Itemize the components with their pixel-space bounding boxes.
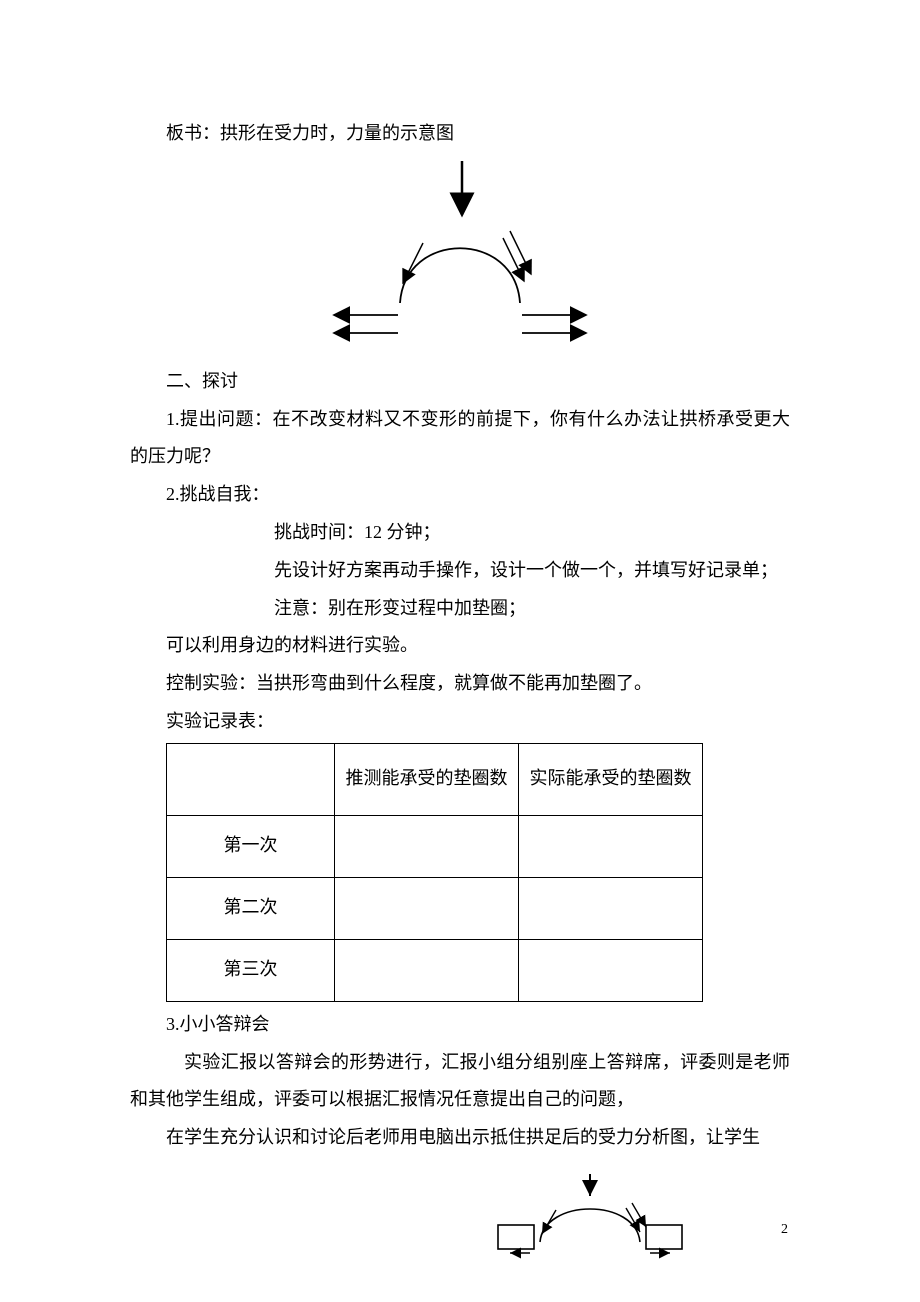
question-2: 2.挑战自我： <box>130 476 790 514</box>
row3-actual <box>519 939 703 1001</box>
force-diagram-small <box>480 1170 700 1260</box>
row2-actual <box>519 877 703 939</box>
row1-predict <box>335 815 519 877</box>
row3-predict <box>335 939 519 1001</box>
table-row: 第一次 <box>167 815 703 877</box>
question-1: 1.提出问题：在不改变材料又不变形的前提下，你有什么办法让拱桥承受更大的压力呢？ <box>130 401 790 477</box>
question-3: 3.小小答辩会 <box>130 1006 790 1044</box>
record-label: 实验记录表： <box>130 703 790 741</box>
table-header-row: 推测能承受的垫圈数 实际能承受的垫圈数 <box>167 743 703 815</box>
challenge-time: 挑战时间：12 分钟； <box>130 514 790 552</box>
p3a-text: 实验汇报以答辩会的形势进行，汇报小组分组别座上答辩席，评委则是老师和其他学生组成… <box>130 1044 790 1120</box>
p3b-text: 在学生充分认识和讨论后老师用电脑出示抵住拱足后的受力分析图，让学生 <box>130 1119 790 1157</box>
page-number: 2 <box>781 1215 788 1244</box>
th-actual: 实际能承受的垫圈数 <box>519 743 703 815</box>
table-row: 第二次 <box>167 877 703 939</box>
document-page: 板书：拱形在受力时，力量的示意图 二、探讨 1.提出问题：在不改变材料又不变形的… <box>0 0 920 1217</box>
th-actual-text: 实际能承受的垫圈数 <box>530 768 692 788</box>
control-text: 控制实验：当拱形弯曲到什么程度，就算做不能再加垫圈了。 <box>130 665 790 703</box>
th-blank <box>167 743 335 815</box>
materials-text: 可以利用身边的材料进行实验。 <box>130 627 790 665</box>
row2-predict <box>335 877 519 939</box>
experiment-table-wrap: 推测能承受的垫圈数 实际能承受的垫圈数 第一次 第二次 第三次 <box>166 743 790 1002</box>
force-diagram-main <box>310 153 610 363</box>
th-predict: 推测能承受的垫圈数 <box>335 743 519 815</box>
experiment-table: 推测能承受的垫圈数 实际能承受的垫圈数 第一次 第二次 第三次 <box>166 743 703 1002</box>
section-heading: 二、探讨 <box>130 363 790 401</box>
table-row: 第三次 <box>167 939 703 1001</box>
row2-label: 第二次 <box>167 877 335 939</box>
boardwriting-text: 板书：拱形在受力时，力量的示意图 <box>130 115 790 153</box>
challenge-note: 注意：别在形变过程中加垫圈； <box>130 590 790 628</box>
challenge-plan: 先设计好方案再动手操作，设计一个做一个，并填写好记录单； <box>130 552 790 590</box>
th-predict-text: 推测能承受的垫圈数 <box>346 768 508 788</box>
row1-label: 第一次 <box>167 815 335 877</box>
row1-actual <box>519 815 703 877</box>
row3-label: 第三次 <box>167 939 335 1001</box>
